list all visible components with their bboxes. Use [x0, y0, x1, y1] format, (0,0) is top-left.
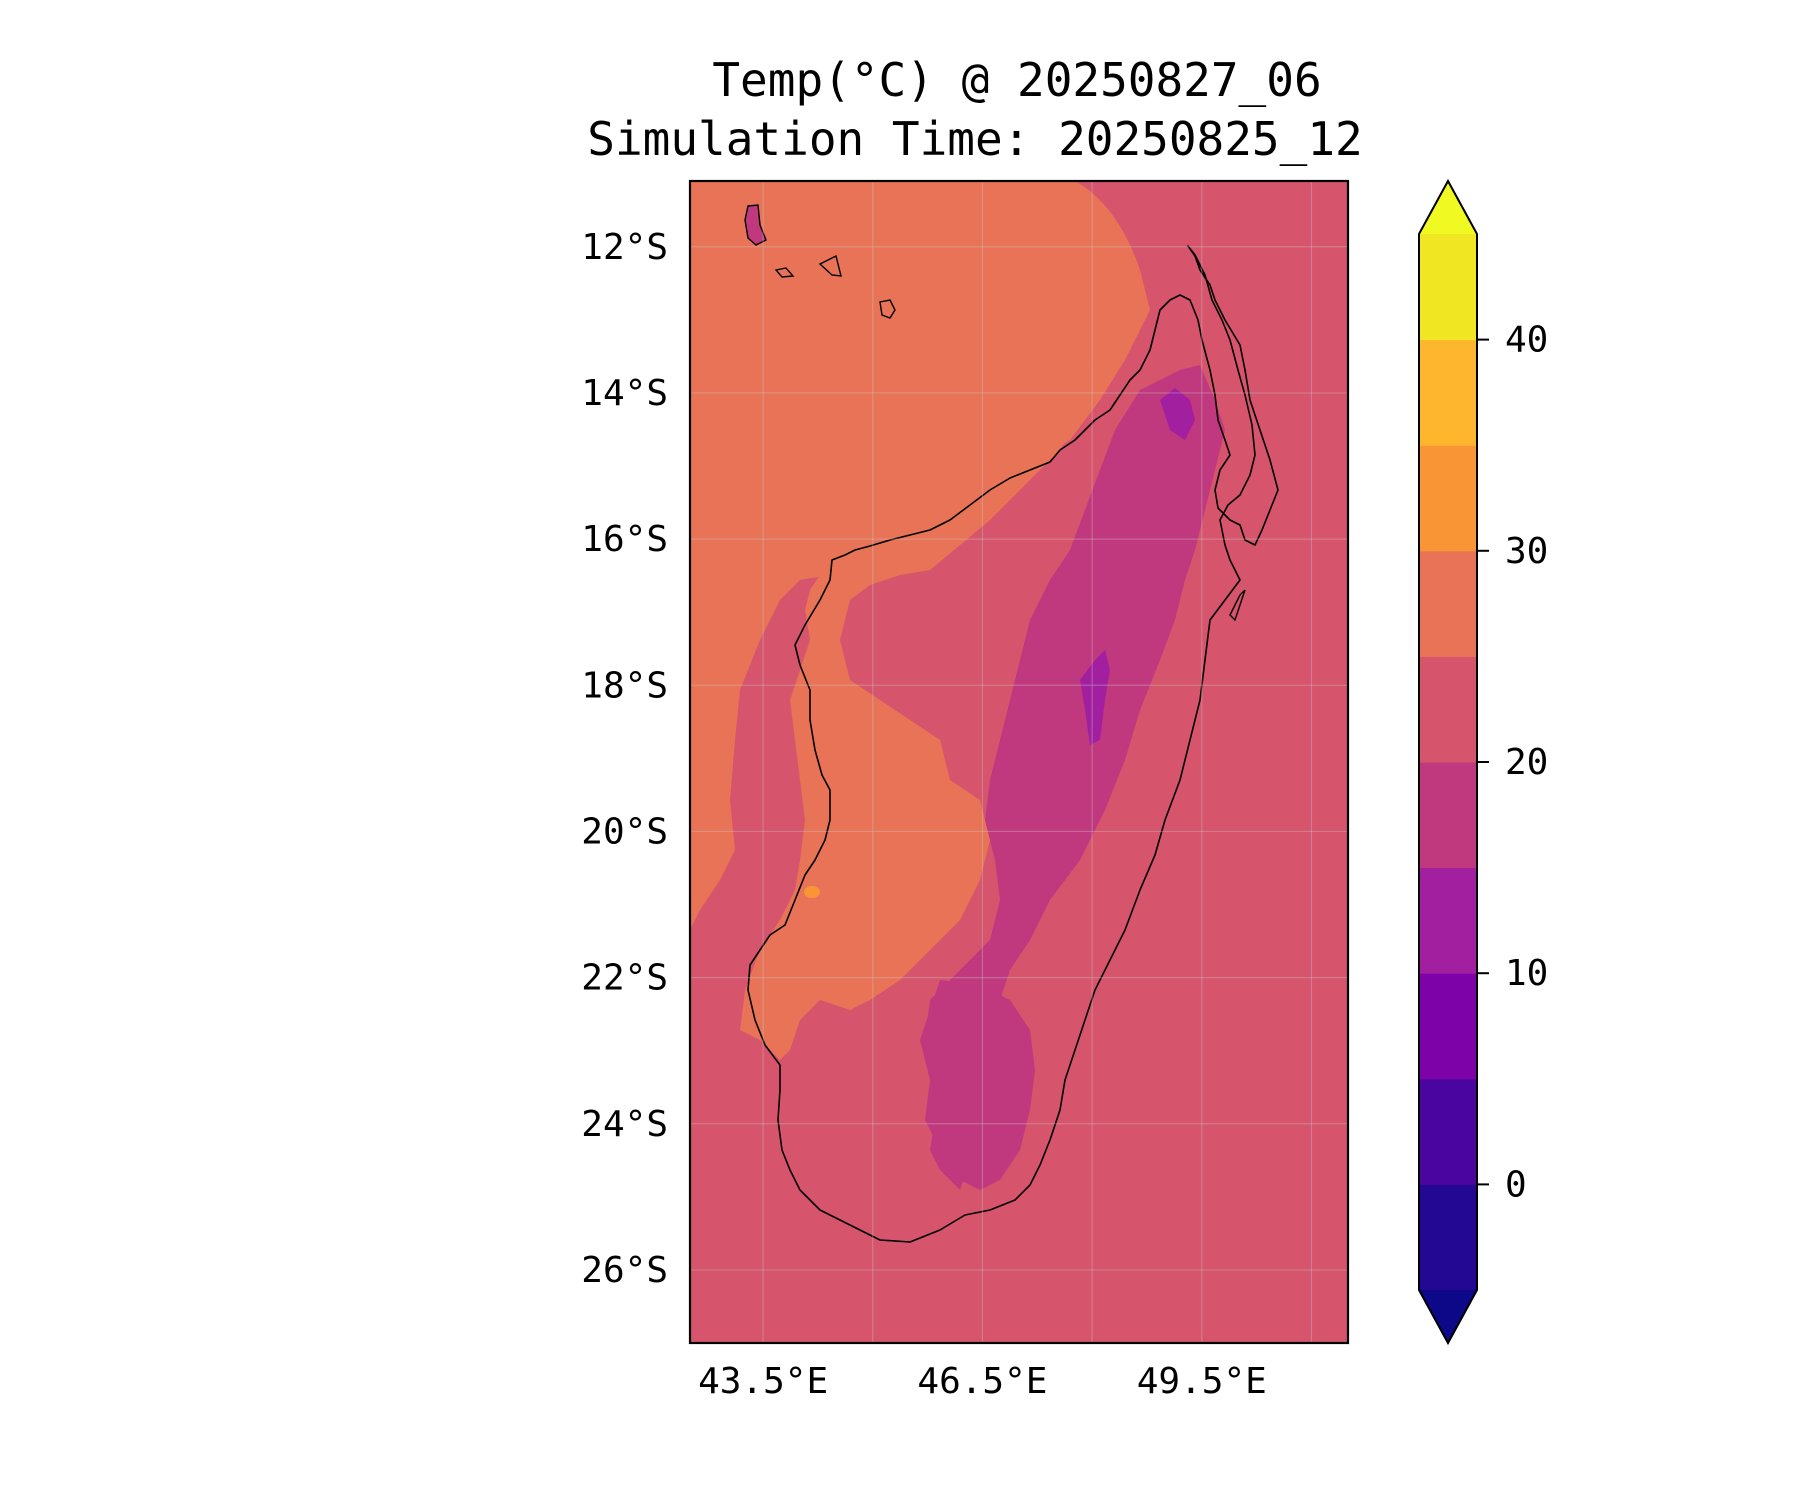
- colorbar-segment: [1419, 973, 1477, 1080]
- latitude-axis: 12°S 14°S 16°S 18°S 20°S 22°S 24°S 26°S: [581, 227, 668, 1291]
- map-panel: [690, 181, 1348, 1343]
- colorbar-segment: [1419, 339, 1477, 446]
- lat-tick-label: 24°S: [581, 1104, 668, 1145]
- lat-tick-label: 18°S: [581, 665, 668, 706]
- colorbar-segment: [1419, 234, 1477, 341]
- colorbar-segment: [1419, 762, 1477, 869]
- coast-warm-field: [740, 320, 1130, 1060]
- lat-tick-label: 22°S: [581, 958, 668, 999]
- colorbar-over-triangle: [1419, 181, 1477, 234]
- gridlines: [690, 181, 1348, 1343]
- map-title: Temp(°C) @ 20250827_06: [712, 53, 1321, 107]
- lat-tick-label: 14°S: [581, 373, 668, 414]
- hot-spot: [804, 886, 820, 898]
- colorbar-tick-label: 40: [1505, 320, 1548, 361]
- colorbar-segment: [1419, 550, 1477, 657]
- lat-tick-label: 16°S: [581, 519, 668, 560]
- lon-tick-label: 49.5°E: [1137, 1361, 1267, 1402]
- lat-tick-label: 20°S: [581, 811, 668, 852]
- colorbar-tick-label: 0: [1505, 1164, 1527, 1205]
- map-frame: [688, 179, 1350, 1345]
- colorbar-under-triangle: [1419, 1290, 1477, 1343]
- high-peak-field: [1160, 388, 1195, 440]
- colorbar-segment: [1419, 445, 1477, 552]
- map-subtitle: Simulation Time: 20250825_12: [587, 112, 1362, 166]
- lon-tick-label: 43.5°E: [698, 1361, 828, 1402]
- island-comoros-3: [818, 254, 842, 277]
- south-highland-field: [920, 980, 1035, 1190]
- island-mayotte: [879, 299, 896, 319]
- high-peak-field-2: [1080, 650, 1110, 745]
- colorbar-segment: [1419, 656, 1477, 763]
- longitude-axis: 43.5°E 46.5°E 49.5°E: [698, 1361, 1267, 1402]
- colorbar-segment: [1419, 1078, 1477, 1185]
- colorbar-segment: [1419, 1184, 1477, 1291]
- colorbar-tick-label: 10: [1505, 953, 1548, 994]
- island-comoros-1: [744, 204, 767, 246]
- colorbar-tick-label: 30: [1505, 531, 1548, 572]
- island-comoros-2: [774, 267, 795, 278]
- colorbar: 40 30 20 10 0: [1418, 178, 1548, 1346]
- island-reunion-east: [1229, 589, 1246, 622]
- colorbar-tick-label: 20: [1505, 742, 1548, 783]
- colorbar-outline: [1418, 178, 1478, 1346]
- madagascar-coastline: [747, 245, 1279, 1243]
- lat-tick-label: 12°S: [581, 227, 668, 268]
- colorbar-segment: [1419, 867, 1477, 974]
- lat-tick-label: 26°S: [581, 1250, 668, 1291]
- ocean-west-warm-field: [690, 181, 1150, 930]
- highland-field: [925, 365, 1225, 1190]
- lon-tick-label: 46.5°E: [917, 1361, 1047, 1402]
